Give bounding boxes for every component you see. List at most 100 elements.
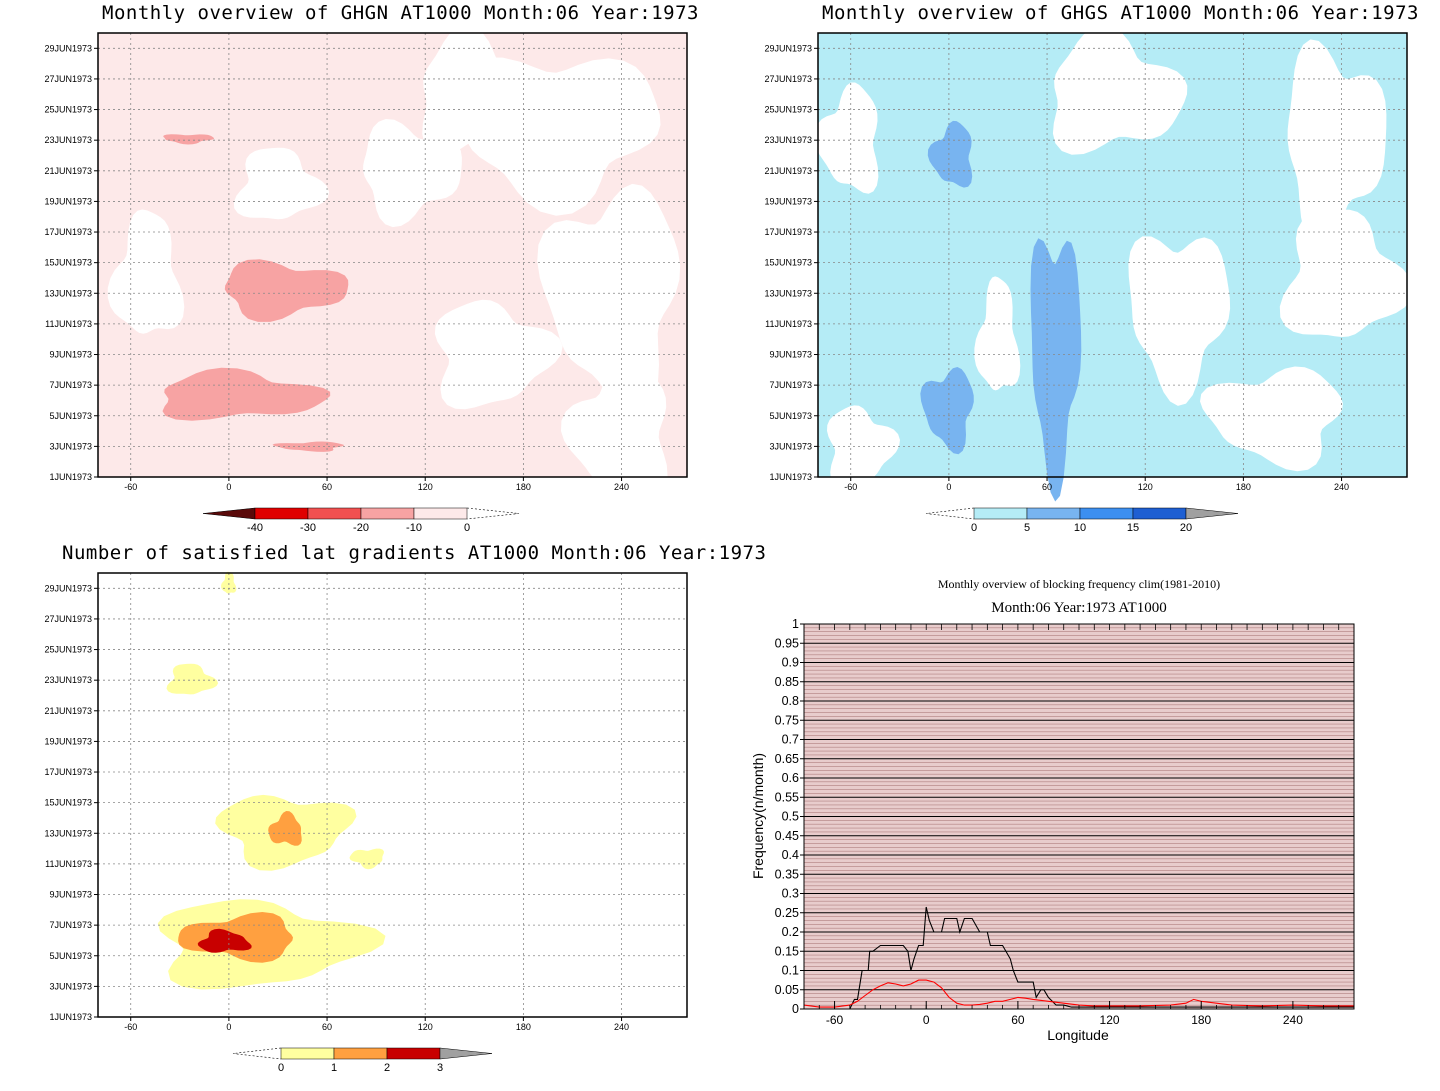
y-tick-label: 13JUN1973 [44,828,92,838]
y-tick-label: 29JUN1973 [764,43,812,53]
y-tick-label: 27JUN1973 [44,614,92,624]
no-data-region [363,119,462,228]
blocking-subtitle: Month:06 Year:1973 AT1000 [991,600,1166,616]
colorbar-segment [1026,507,1081,520]
x-tick-label: 120 [1100,1013,1120,1027]
filled-region [166,663,219,695]
blocking-ylabel: Frequency(n/month) [750,753,766,879]
x-tick-label: 180 [516,1022,531,1032]
x-tick-label: -60 [826,1013,844,1027]
series-line [803,979,1354,1008]
y-tick-label: 7JUN1973 [49,920,92,930]
x-tick-label: 120 [418,482,433,492]
no-data-region [561,358,668,498]
x-tick-label: -60 [124,482,137,492]
y-tick-label: 19JUN1973 [764,196,812,206]
y-tick-label: 0.15 [775,944,799,958]
y-tick-label: 11JUN1973 [45,859,92,869]
y-tick-label: 29JUN1973 [44,43,92,53]
y-tick-label: 0.05 [775,983,799,997]
blocking-title: Monthly overview of blocking frequency c… [938,577,1220,591]
no-data-region [107,209,185,334]
colorbar-segment [307,507,362,520]
x-tick-label: 60 [1011,1013,1025,1027]
plot-frame [97,572,688,1018]
y-tick-label: 21JUN1973 [764,166,812,176]
colorbar-label: 10 [1074,522,1086,534]
y-tick-label: 9JUN1973 [769,350,812,360]
y-tick-label: 0 [792,1002,799,1016]
x-tick-label: 60 [322,1022,332,1032]
y-tick-label: 0.95 [775,636,799,650]
filled-region [1030,238,1082,502]
y-tick-label: 15JUN1973 [764,258,812,268]
x-tick-label: 240 [1334,482,1349,492]
y-tick-label: 15JUN1973 [44,798,92,808]
y-tick-label: 29JUN1973 [44,583,92,593]
y-tick-label: 23JUN1973 [44,675,92,685]
x-tick-label: 180 [1191,1013,1211,1027]
y-tick-label: 0.85 [775,675,799,689]
no-data-region [1279,209,1414,337]
x-tick-label: -60 [844,482,857,492]
x-tick-label: 180 [516,482,531,492]
y-tick-label: 0.7 [782,733,799,747]
x-tick-label: 120 [418,1022,433,1032]
lat-gradients-title: Number of satisfied lat gradients AT1000… [62,542,767,564]
y-tick-label: 3JUN1973 [49,981,92,991]
colorbar-arrow-right [439,1047,493,1060]
y-tick-label: 19JUN1973 [44,736,92,746]
x-tick-label: 240 [1283,1013,1303,1027]
x-tick-label: 60 [322,482,332,492]
no-data-region [814,82,879,194]
y-tick-label: 3JUN1973 [49,441,92,451]
colorbar-segment [333,1047,388,1060]
colorbar-label: 1 [331,1062,337,1074]
y-tick-label: 3JUN1973 [769,441,812,451]
plot-frame [97,32,688,478]
x-tick-label: 0 [226,1022,231,1032]
no-data-region [1128,236,1231,406]
colorbar-segment [254,507,309,520]
y-tick-label: 21JUN1973 [44,166,92,176]
y-tick-label: 25JUN1973 [44,105,92,115]
series-line [804,906,1354,1010]
ghgn-chart: 1JUN1973 3JUN1973 5JUN1973 7JUN1973 9JUN1973… [44,25,688,534]
y-tick-label: 9JUN1973 [49,890,92,900]
no-data-region [1052,25,1188,155]
y-tick-label: 15JUN1973 [44,258,92,268]
colorbar-label: 3 [437,1062,443,1074]
colorbar-segment [973,507,1028,520]
y-tick-label: 11JUN1973 [45,319,92,329]
filled-region [163,134,215,145]
y-tick-label: 25JUN1973 [764,105,812,115]
x-tick-label: 240 [614,482,629,492]
ghgs-panel: Monthly overview of GHGS AT1000 Month:06… [720,0,1440,545]
filled-region [224,259,349,322]
ghgn-panel: Monthly overview of GHGN AT1000 Month:06… [0,0,720,545]
y-tick-label: 5JUN1973 [49,951,92,961]
y-tick-label: 0.8 [782,694,799,708]
y-tick-label: 13JUN1973 [764,288,812,298]
x-tick-label: -60 [124,1022,137,1032]
y-tick-label: 1 [792,617,799,631]
y-tick-label: 0.2 [782,925,799,939]
y-tick-label: 0.35 [775,867,799,881]
y-tick-label: 0.4 [782,848,799,862]
y-tick-label: 19JUN1973 [44,196,92,206]
ghgs-title: Monthly overview of GHGS AT1000 Month:06… [822,2,1419,24]
colorbar-arrow-left [925,507,975,520]
filled-region [162,367,331,421]
no-data-region [457,57,661,216]
y-tick-label: 21JUN1973 [44,706,92,716]
y-tick-label: 0.75 [775,713,799,727]
no-data-region [974,276,1021,391]
y-tick-label: 1JUN1973 [49,1012,92,1022]
y-tick-label: 13JUN1973 [44,288,92,298]
y-tick-label: 17JUN1973 [44,227,92,237]
ghgs-chart: 1JUN1973 3JUN1973 5JUN1973 7JUN1973 9JUN1973… [764,25,1414,534]
no-data-region [1287,39,1387,250]
lat-gradients-chart: 1JUN1973 3JUN1973 5JUN1973 7JUN1973 9JUN1973… [44,571,688,1074]
y-tick-label: 0.25 [775,906,799,920]
y-tick-label: 5JUN1973 [49,411,92,421]
